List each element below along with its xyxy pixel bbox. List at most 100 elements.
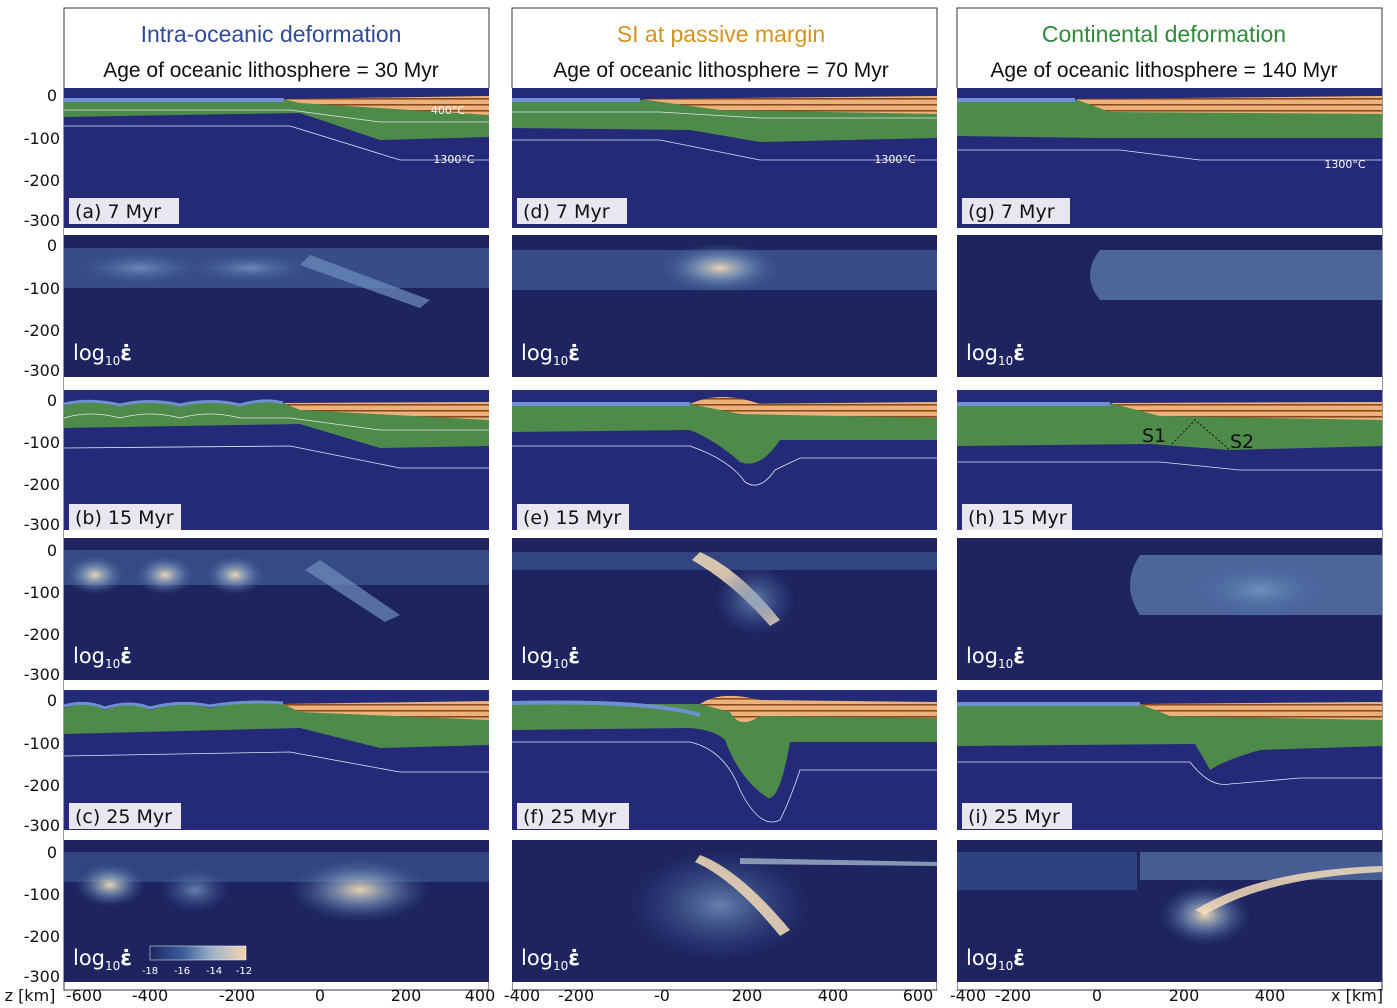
shear-zone <box>300 255 430 308</box>
y-tick: -200 <box>24 171 60 190</box>
x-tick: -600 <box>66 986 102 1005</box>
shear-zone-label: S2 <box>1230 431 1254 453</box>
strain-rate-panel-h: log10ε̇ <box>957 538 1382 680</box>
strain-zone <box>75 863 145 907</box>
strain-zone <box>160 868 230 912</box>
oceanic-crust <box>957 402 1110 406</box>
shear-zone <box>1195 866 1382 915</box>
x-tick: 0 <box>1092 986 1102 1005</box>
isotherm-label: 1300°C <box>874 153 915 166</box>
strain-rate-label: log10ε̇ <box>521 341 580 368</box>
strain-background <box>64 840 489 982</box>
continental-crust <box>640 96 937 114</box>
y-axis: 0 -100 -200 -300 0 -100 -200 -300 0 -100… <box>24 86 60 986</box>
strain-rate-label: log10ε̇ <box>73 341 132 368</box>
colorbar-tick: -18 <box>142 966 158 977</box>
column-subtitle: Age of oceanic lithosphere = 30 Myr <box>103 59 439 82</box>
panel-label-box <box>962 504 1072 530</box>
panel-h: S1 S2 (h) 15 Myr <box>957 390 1382 530</box>
x-tick: -400 <box>504 986 540 1005</box>
y-tick: -100 <box>24 583 60 602</box>
strain-zone <box>205 555 265 595</box>
strain-rate-panel-i: log10ε̇ <box>957 840 1382 982</box>
column-passive-margin: SI at passive margin Age of oceanic lith… <box>511 7 938 991</box>
panel-label: (g) 7 Myr <box>968 201 1055 223</box>
strain-rate-label: log10ε̇ <box>73 946 132 973</box>
x-axis: z [km] -600 -400 -200 0 200 400 -400 -20… <box>5 986 1383 1005</box>
isotherm <box>957 761 1382 785</box>
strain-rate-label: log10ε̇ <box>521 946 580 973</box>
oceanic-crust <box>63 700 284 710</box>
oceanic-crust <box>512 402 690 406</box>
x-tick: -400 <box>132 986 168 1005</box>
y-tick: -200 <box>24 321 60 340</box>
x-tick: 0 <box>315 986 325 1005</box>
shear-zone <box>740 858 937 866</box>
lithosphere <box>512 702 937 799</box>
isotherm <box>957 149 1382 161</box>
panel-separators <box>64 88 1382 990</box>
continental-crust <box>1075 96 1382 114</box>
colorbar-tick: -14 <box>206 966 222 977</box>
isotherm <box>64 109 489 123</box>
isotherm-label: 400°C <box>431 104 465 117</box>
shear-zone <box>305 560 400 622</box>
y-tick: -200 <box>24 927 60 946</box>
x-tick: 200 <box>391 986 422 1005</box>
panel-label: (a) 7 Myr <box>75 201 161 223</box>
panel-label-box <box>517 803 629 829</box>
strain-rate-label: log10ε̇ <box>966 946 1025 973</box>
y-ticks-row-5: 0 -100 -200 -300 <box>24 691 60 835</box>
isotherm <box>512 111 937 119</box>
x-tick: 600 <box>903 986 934 1005</box>
strain-rate-panel-e: log10ε̇ <box>512 538 937 680</box>
y-tick: -200 <box>24 475 60 494</box>
panel-label-box <box>962 198 1070 224</box>
y-tick: -300 <box>24 515 60 534</box>
colorbar <box>149 945 247 961</box>
y-ticks-row-2: 0 -100 -200 -300 <box>24 236 60 380</box>
strain-zone <box>660 243 780 293</box>
strain-zone <box>630 850 810 960</box>
isotherm-label: 1300°C <box>433 153 474 166</box>
strain-rate-panel-g: log10ε̇ <box>957 235 1382 377</box>
isotherm <box>512 139 937 161</box>
y-ticks-row-6: 0 -100 -200 -300 <box>24 843 60 986</box>
y-tick: -200 <box>24 776 60 795</box>
column-intra-oceanic: Intra-oceanic deformation Age of oceanic… <box>63 7 490 991</box>
strain-rate-label: log10ε̇ <box>966 341 1025 368</box>
strain-zone <box>1190 562 1330 618</box>
oceanic-crust <box>511 700 701 717</box>
strain-zone <box>65 555 125 595</box>
z-axis-label: z [km] <box>5 986 56 1005</box>
x-axis-label: x [km] <box>1331 986 1383 1005</box>
lithosphere <box>512 402 937 464</box>
panel-label-box <box>962 803 1072 829</box>
panel-g: 1300°C (g) 7 Myr <box>957 88 1382 228</box>
x-tick: 400 <box>465 986 496 1005</box>
y-ticks-row-4: 0 -100 -200 -300 <box>24 541 60 684</box>
y-tick: 0 <box>47 236 57 255</box>
shear-zone <box>695 855 790 936</box>
column-subtitle: Age of oceanic lithosphere = 70 Myr <box>553 59 889 82</box>
isotherm <box>957 461 1382 471</box>
lithosphere <box>957 702 1382 770</box>
strain-zone <box>64 550 489 585</box>
strain-zone <box>80 252 200 284</box>
colorbar-tick: -16 <box>174 966 190 977</box>
strain-rate-panel-b: log10ε̇ <box>64 538 489 680</box>
isotherm <box>63 445 489 469</box>
y-ticks-row-1: 0 -100 -200 -300 <box>24 86 60 230</box>
y-tick: -300 <box>24 665 60 684</box>
oceanic-crust <box>512 98 640 102</box>
strain-rate-label: log10ε̇ <box>521 644 580 671</box>
panel-label: (h) 15 Myr <box>968 507 1067 529</box>
x-tick: -200 <box>558 986 594 1005</box>
panel-label-box <box>69 198 179 224</box>
isotherm <box>512 445 937 486</box>
strain-rate-panel-d: log10ε̇ <box>512 235 937 377</box>
panel-b: (b) 15 Myr <box>63 390 489 530</box>
column-title: Continental deformation <box>1042 21 1286 47</box>
y-ticks-row-3: 0 -100 -200 -300 <box>24 391 60 534</box>
